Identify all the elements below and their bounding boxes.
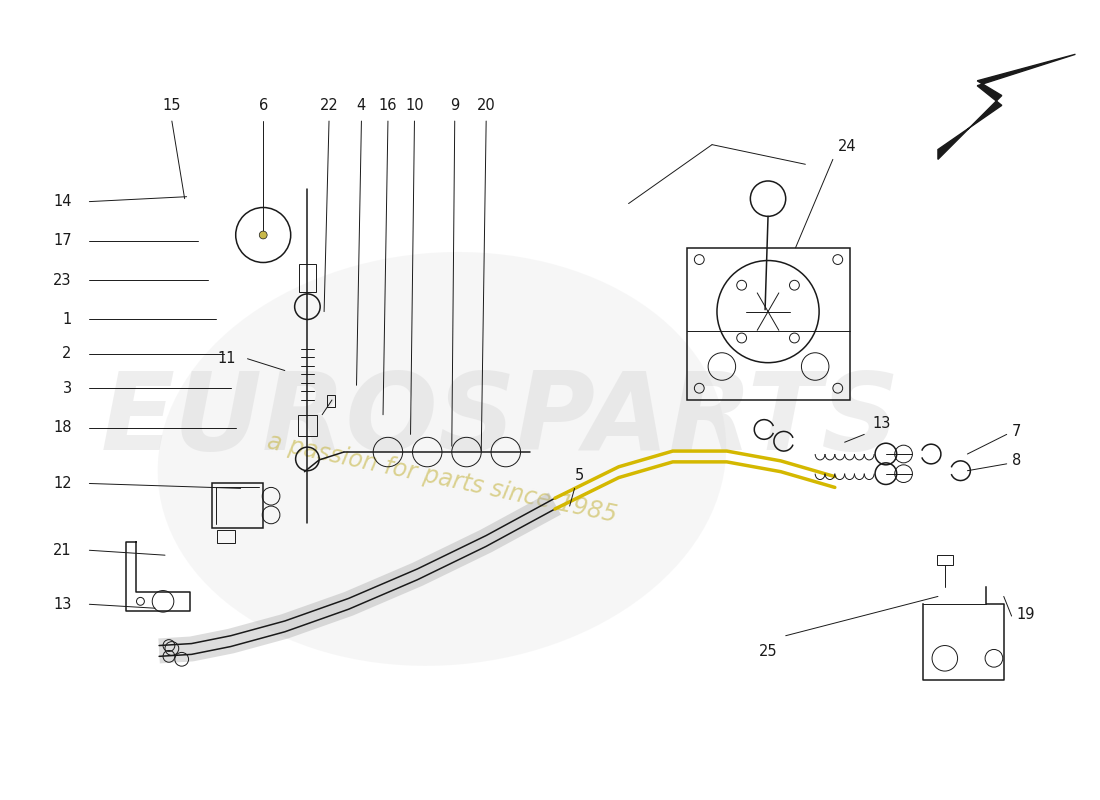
Text: EUROSPARTS: EUROSPARTS: [101, 366, 901, 473]
Bar: [688, 248, 849, 400]
Text: 4: 4: [356, 98, 366, 114]
Text: 3: 3: [63, 381, 72, 396]
Text: 23: 23: [53, 273, 72, 288]
Text: 24: 24: [838, 139, 857, 154]
Bar: [217, 530, 234, 543]
Text: 25: 25: [759, 643, 778, 658]
Text: 2: 2: [63, 346, 72, 362]
Text: 19: 19: [1016, 606, 1035, 622]
Text: 12: 12: [53, 476, 72, 491]
Text: a passion for parts since 1985: a passion for parts since 1985: [265, 430, 619, 527]
Text: 13: 13: [53, 597, 72, 612]
Ellipse shape: [157, 252, 726, 666]
Text: 1: 1: [63, 312, 72, 327]
Text: 22: 22: [320, 98, 339, 114]
Text: 8: 8: [1012, 454, 1021, 468]
Circle shape: [260, 231, 267, 239]
Text: 14: 14: [53, 194, 72, 209]
Bar: [298, 414, 317, 436]
Text: 7: 7: [1012, 424, 1021, 439]
Text: 16: 16: [378, 98, 397, 114]
Text: 15: 15: [163, 98, 182, 114]
Text: 6: 6: [258, 98, 267, 114]
Bar: [212, 483, 263, 528]
Text: 17: 17: [53, 234, 72, 248]
Bar: [327, 395, 334, 407]
Text: 10: 10: [405, 98, 424, 114]
Text: 9: 9: [450, 98, 460, 114]
Bar: [298, 265, 316, 292]
Text: 5: 5: [575, 467, 584, 482]
Text: 20: 20: [476, 98, 495, 114]
Bar: [937, 555, 953, 565]
Polygon shape: [938, 54, 1076, 159]
Text: 21: 21: [53, 542, 72, 558]
Text: 18: 18: [53, 420, 72, 435]
Text: 11: 11: [217, 351, 235, 366]
Text: 13: 13: [872, 417, 891, 431]
